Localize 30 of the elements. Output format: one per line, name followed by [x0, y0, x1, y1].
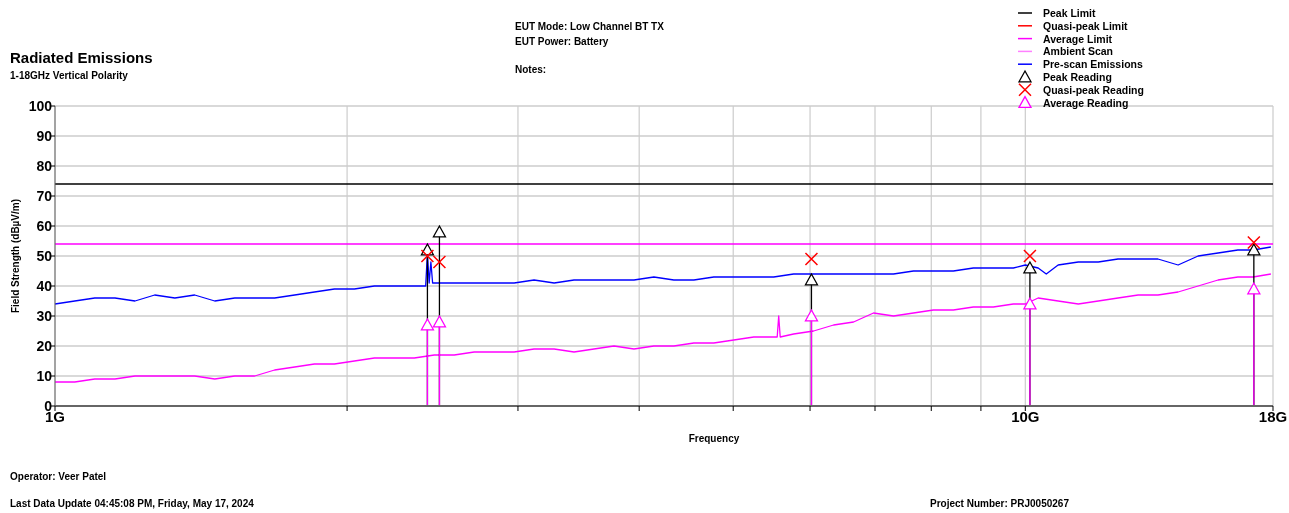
chart-subtitle: 1-18GHz Vertical Polarity [10, 70, 129, 81]
text: Project Number: PRJ0050267 [930, 498, 1070, 509]
legend-label: Quasi-peak Reading [1043, 83, 1144, 96]
y-tick-label: 70 [36, 188, 53, 204]
legend-label: Peak Limit [1043, 7, 1097, 19]
y-tick-label: 100 [28, 98, 53, 114]
y-tick-label: 10 [36, 368, 53, 384]
y-tick-label: 20 [36, 338, 53, 354]
legend-label: Peak Reading [1043, 71, 1112, 83]
legend-label: Quasi-peak Limit [1043, 19, 1129, 32]
text: EUT Mode: Low Channel BT TX [515, 21, 665, 32]
x-tick-label: 10G [1011, 408, 1040, 425]
text: EUT Power: Battery [515, 36, 609, 47]
y-tick-label: 30 [36, 308, 53, 324]
x-axis-title: Frequency [688, 433, 740, 444]
legend-label: Ambient Scan [1043, 45, 1114, 58]
legend-label: Pre-scan Emissions [1043, 58, 1143, 71]
y-tick-label: 40 [36, 278, 53, 294]
y-tick-label: 90 [36, 128, 53, 144]
legend-label: Average Reading [1043, 96, 1129, 109]
text: Operator: Veer Patel [10, 471, 107, 482]
legend-label: Average Limit [1043, 32, 1113, 45]
text: Last Data Update 04:45:08 PM, Friday, May 17, 2024 [10, 498, 255, 509]
chart-title: Radiated Emissions [10, 49, 153, 66]
y-axis-title: Field Strength (dBµV/m) [10, 198, 21, 314]
y-tick-label: 80 [36, 158, 53, 174]
y-tick-label: 50 [36, 248, 53, 264]
text: Notes: [515, 64, 547, 75]
x-tick-label: 18G [1258, 408, 1288, 425]
y-tick-label: 60 [36, 218, 53, 234]
